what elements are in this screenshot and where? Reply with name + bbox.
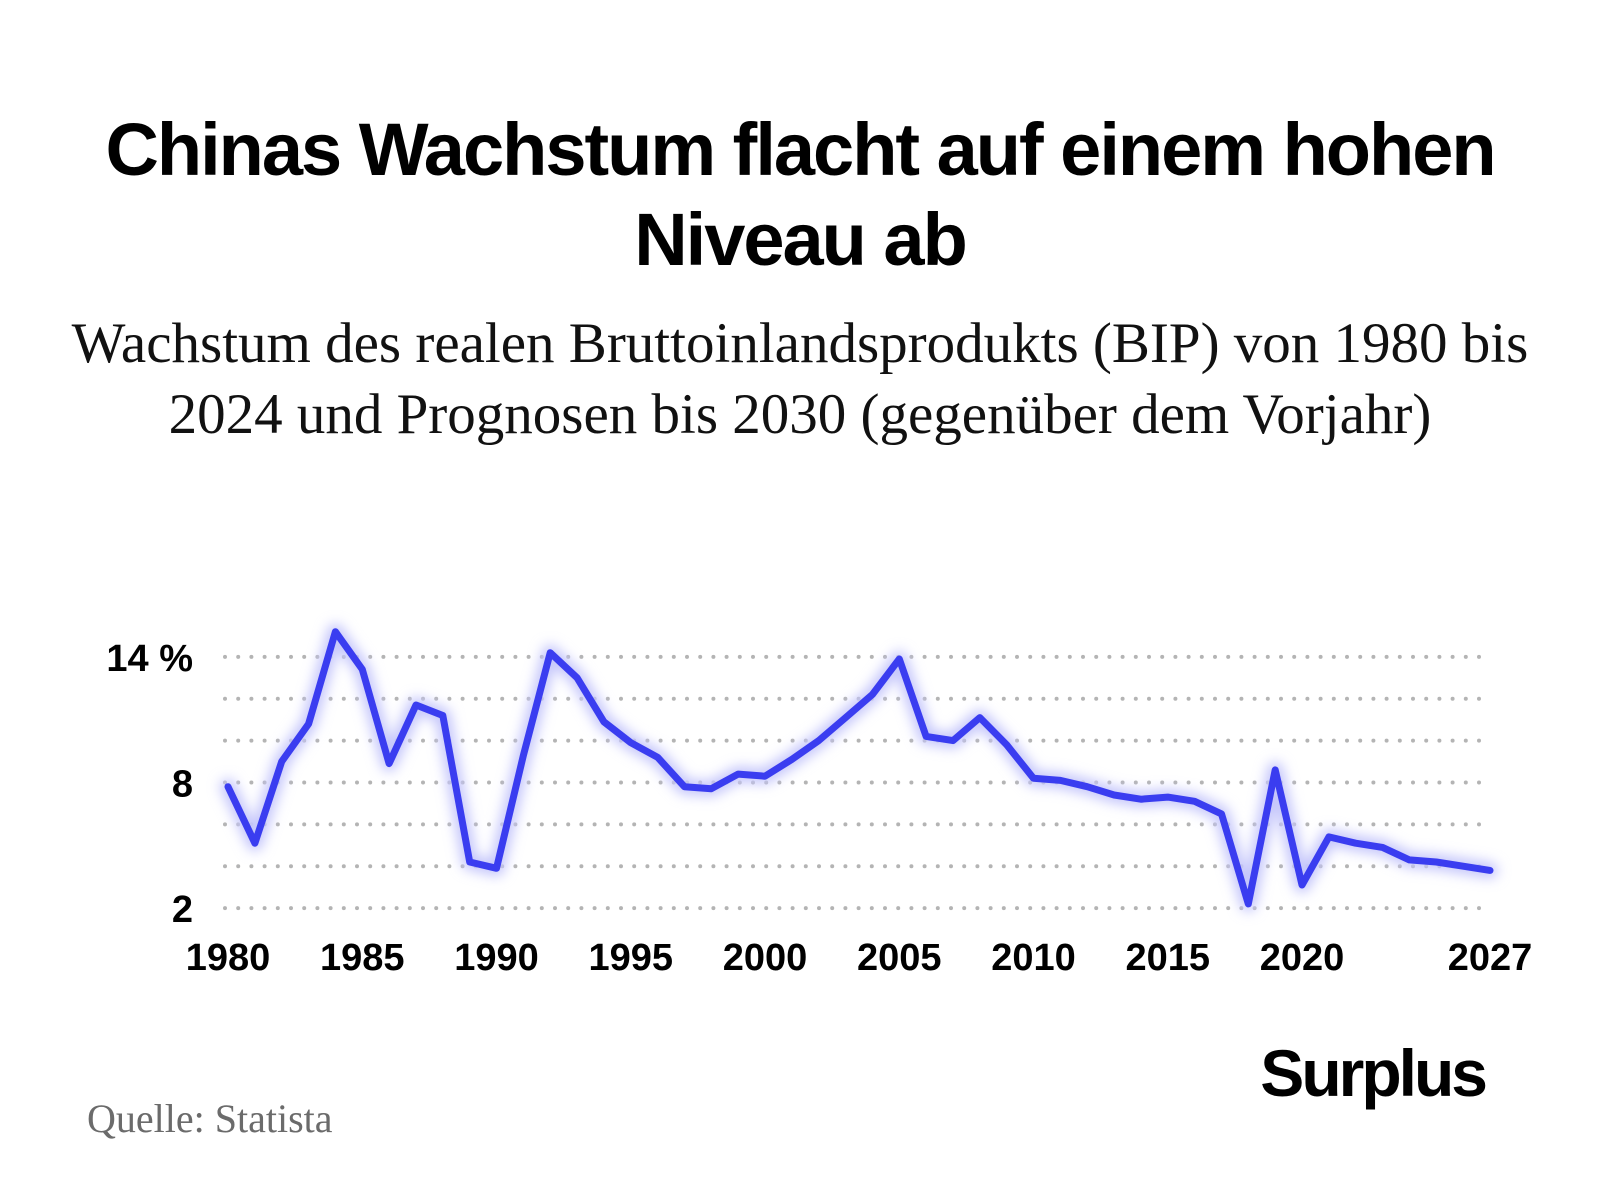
data-point-1983 bbox=[306, 721, 312, 727]
x-tick-label: 2005 bbox=[857, 937, 942, 979]
line-chart: 14 % 8 2 1980 1985 1990 1995 2000 2005 2010 2015 2… bbox=[106, 623, 1533, 979]
data-point-2022 bbox=[1353, 840, 1359, 846]
data-point-1999 bbox=[735, 771, 741, 777]
data-point-2003 bbox=[843, 715, 849, 721]
series-line bbox=[224, 628, 1494, 908]
data-point-1989 bbox=[467, 859, 473, 865]
data-point-1993 bbox=[574, 675, 580, 681]
data-point-1991 bbox=[520, 752, 526, 758]
data-point-2017 bbox=[1218, 811, 1224, 817]
data-point-2002 bbox=[816, 738, 822, 744]
data-point-2027 bbox=[1487, 867, 1493, 873]
data-point-2019 bbox=[1272, 767, 1278, 773]
data-point-2004 bbox=[869, 692, 875, 698]
data-point-1981 bbox=[252, 840, 258, 846]
data-point-1998 bbox=[708, 786, 714, 792]
brand-logo: Surplus bbox=[1260, 1036, 1488, 1110]
data-point-2010 bbox=[1031, 775, 1037, 781]
data-point-2001 bbox=[789, 756, 795, 762]
data-point-1986 bbox=[386, 761, 392, 767]
data-point-2026 bbox=[1460, 863, 1466, 869]
data-point-2000 bbox=[762, 773, 768, 779]
data-point-1997 bbox=[681, 784, 687, 790]
chart-title: Chinas Wachstum flacht auf einem hohen N… bbox=[105, 108, 1496, 281]
data-point-1988 bbox=[440, 712, 446, 718]
x-tick-label: 1980 bbox=[186, 937, 271, 979]
x-tick-label: 1995 bbox=[588, 937, 673, 979]
data-point-1982 bbox=[279, 759, 285, 765]
data-point-2014 bbox=[1138, 796, 1144, 802]
data-point-1994 bbox=[601, 719, 607, 725]
series-line-glow bbox=[220, 623, 1498, 912]
data-point-1995 bbox=[628, 740, 634, 746]
data-point-1990 bbox=[494, 865, 500, 871]
data-point-2024 bbox=[1406, 857, 1412, 863]
x-tick-label: 2000 bbox=[723, 937, 808, 979]
data-point-2011 bbox=[1057, 777, 1063, 783]
data-point-1996 bbox=[655, 754, 661, 760]
data-point-1980 bbox=[225, 784, 231, 790]
data-point-2015 bbox=[1165, 794, 1171, 800]
y-tick-label: 14 % bbox=[106, 638, 193, 680]
data-point-2018 bbox=[1245, 901, 1251, 907]
data-point-2013 bbox=[1111, 792, 1117, 798]
data-point-1985 bbox=[359, 666, 365, 672]
x-axis-ticks: 1980 1985 1990 1995 2000 2005 2010 2015 2020 2027 bbox=[186, 937, 1533, 979]
data-series bbox=[220, 623, 1498, 912]
x-tick-label: 1985 bbox=[320, 937, 405, 979]
y-tick-label: 8 bbox=[172, 763, 193, 805]
data-point-2005 bbox=[896, 656, 902, 662]
data-point-2021 bbox=[1326, 834, 1332, 840]
data-point-2007 bbox=[950, 738, 956, 744]
y-tick-label: 2 bbox=[172, 889, 193, 931]
data-point-2025 bbox=[1433, 859, 1439, 865]
source-note: Quelle: Statista bbox=[87, 1096, 333, 1141]
data-point-2020 bbox=[1299, 882, 1305, 888]
data-point-2023 bbox=[1380, 844, 1386, 850]
data-point-2016 bbox=[1192, 798, 1198, 804]
chart-subtitle: Wachstum des realen Bruttoinlandsprodukt… bbox=[71, 312, 1529, 446]
data-point-2012 bbox=[1084, 784, 1090, 790]
data-point-2006 bbox=[923, 733, 929, 739]
data-point-2009 bbox=[1004, 742, 1010, 748]
x-tick-label: 2010 bbox=[991, 937, 1076, 979]
x-tick-label: 2015 bbox=[1126, 937, 1211, 979]
x-tick-label: 2027 bbox=[1448, 937, 1533, 979]
data-point-1992 bbox=[547, 650, 553, 656]
y-axis-ticks: 14 % 8 2 bbox=[106, 638, 193, 931]
data-point-1987 bbox=[413, 702, 419, 708]
data-point-1984 bbox=[332, 629, 338, 635]
x-tick-label: 2020 bbox=[1260, 937, 1345, 979]
x-tick-label: 1990 bbox=[454, 937, 539, 979]
data-point-2008 bbox=[977, 715, 983, 721]
